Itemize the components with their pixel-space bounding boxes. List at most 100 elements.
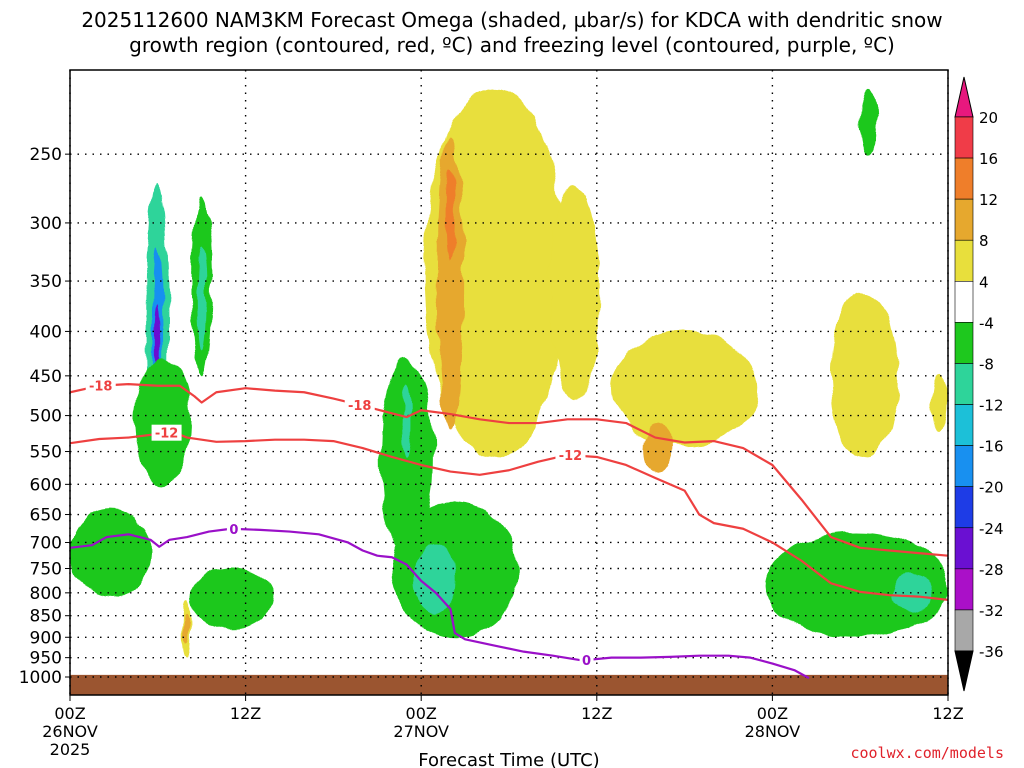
- colorbar-bin-5: [954, 322, 974, 364]
- omega-region-15: [437, 138, 464, 431]
- ground-layer: [70, 674, 948, 695]
- colorbar-top-cap: [954, 76, 974, 118]
- omega-region-22: [860, 88, 878, 155]
- contour-labels: -18 -18 -12 -12 0 0: [85, 377, 594, 669]
- y-tick-label-600: 600: [30, 475, 62, 495]
- x-tick-label-24-1: 27NOV: [393, 722, 449, 741]
- colorbar-label-13: -36: [979, 643, 1004, 661]
- y-tick-label-850: 850: [30, 607, 62, 627]
- y-tick-label-400: 400: [30, 322, 62, 342]
- colorbar-bin-4: [954, 281, 974, 323]
- y-axis: 2503003504004505005506006507007508008509…: [19, 145, 70, 688]
- colorbar-bin-3: [954, 239, 974, 282]
- contour-label-bg-1-1: [555, 447, 586, 464]
- contour-line-0: [70, 383, 948, 557]
- omega-region-7: [189, 568, 272, 629]
- omega-region-3: [134, 358, 190, 485]
- colorbar-label-1: 16: [979, 150, 998, 168]
- colorbar-label-3: 8: [979, 232, 989, 250]
- x-tick-label-12-0: 12Z: [230, 704, 261, 723]
- omega-shading: [70, 88, 948, 658]
- y-tick-label-300: 300: [30, 214, 62, 234]
- colorbar: 20 16 12 8 4 -4 -8 -12 -16 -20 -24 -28 -32 -36: [954, 76, 1004, 692]
- x-tick-label-60-0: 12Z: [932, 704, 963, 723]
- omega-region-6: [70, 508, 152, 598]
- colorbar-label-11: -28: [979, 561, 1004, 579]
- y-tick-label-250: 250: [30, 145, 62, 165]
- colorbar-label-7: -12: [979, 397, 1004, 415]
- colorbar-label-10: -24: [979, 520, 1004, 538]
- omega-region-17: [549, 183, 600, 401]
- credit-text: coolwx.com/models: [850, 744, 1004, 762]
- y-tick-label-450: 450: [30, 367, 62, 387]
- colorbar-bin-12: [954, 609, 974, 652]
- colorbar-bottom-cap: [954, 650, 974, 692]
- x-tick-label-36-0: 12Z: [581, 704, 612, 723]
- y-tick-label-800: 800: [30, 584, 62, 604]
- colorbar-label-9: -20: [979, 479, 1004, 497]
- chart-title-line-1: 2025112600 NAM3KM Forecast Omega (shaded…: [81, 8, 943, 32]
- contour-label-0-0: -18: [89, 380, 113, 395]
- contour-label-bg-0-1: [344, 396, 375, 413]
- colorbar-label-2: 12: [979, 191, 998, 209]
- x-tick-label-48-0: 00Z: [757, 704, 788, 723]
- colorbar-bin-11: [954, 568, 974, 611]
- colorbar-bin-10: [954, 527, 974, 570]
- omega-region-5: [197, 247, 207, 350]
- colorbar-label-6: -8: [979, 355, 994, 373]
- contour-label-bg-1-0: [151, 424, 182, 441]
- y-tick-label-550: 550: [30, 443, 62, 463]
- contour-label-bg-2-1: [579, 652, 594, 669]
- colorbar-bin-9: [954, 486, 974, 529]
- temperature-contours: [70, 383, 948, 680]
- x-tick-label-0-2: 2025: [50, 740, 91, 759]
- y-tick-label-650: 650: [30, 506, 62, 526]
- colorbar-label-5: -4: [979, 314, 994, 332]
- x-axis-title: Forecast Time (UTC): [418, 750, 599, 768]
- omega-region-21: [931, 375, 948, 431]
- omega-region-23: [765, 531, 948, 638]
- colorbar-label-0: 20: [979, 109, 998, 127]
- contour-line-1: [70, 430, 948, 601]
- x-tick-label-0-1: 26NOV: [42, 722, 98, 741]
- colorbar-label-4: 4: [979, 273, 989, 291]
- x-tick-label-0-0: 00Z: [54, 704, 85, 723]
- contour-label-1-0: -12: [155, 427, 179, 442]
- colorbar-bin-2: [954, 198, 974, 241]
- plot-frame: [69, 69, 949, 696]
- y-tick-label-350: 350: [30, 272, 62, 292]
- omega-region-13: [415, 542, 457, 616]
- colorbar-bin-0: [954, 116, 974, 159]
- contour-line-2: [70, 527, 810, 680]
- contour-label-2-0: 0: [229, 523, 238, 538]
- omega-region-20: [830, 291, 899, 459]
- y-tick-label-950: 950: [30, 649, 62, 669]
- contour-label-2-1: 0: [582, 654, 591, 669]
- colorbar-bin-6: [954, 363, 974, 405]
- colorbar-bin-1: [954, 157, 974, 200]
- contour-label-0-1: -18: [348, 399, 372, 414]
- omega-region-9: [184, 615, 191, 642]
- y-tick-label-750: 750: [30, 560, 62, 580]
- omega-region-16: [446, 168, 455, 259]
- y-tick-label-1000: 1000: [19, 668, 62, 688]
- colorbar-bin-7: [954, 404, 974, 446]
- x-tick-label-24-0: 00Z: [406, 704, 437, 723]
- contour-label-bg-0-0: [85, 377, 116, 394]
- y-tick-label-700: 700: [30, 533, 62, 553]
- y-tick-label-900: 900: [30, 628, 62, 648]
- contour-label-1-1: -12: [559, 449, 583, 464]
- colorbar-label-8: -16: [979, 438, 1004, 456]
- chart-title-line-2: growth region (contoured, red, ºC) and f…: [129, 33, 895, 57]
- x-tick-label-48-1: 28NOV: [745, 722, 801, 741]
- omega-region-18: [611, 331, 758, 445]
- colorbar-label-12: -32: [979, 602, 1004, 620]
- contour-label-bg-2-0: [226, 520, 241, 537]
- colorbar-bin-8: [954, 445, 974, 487]
- omega-region-11: [402, 384, 411, 459]
- omega-region-19: [645, 423, 672, 472]
- ground-strip: [70, 674, 948, 695]
- y-tick-label-500: 500: [30, 407, 62, 427]
